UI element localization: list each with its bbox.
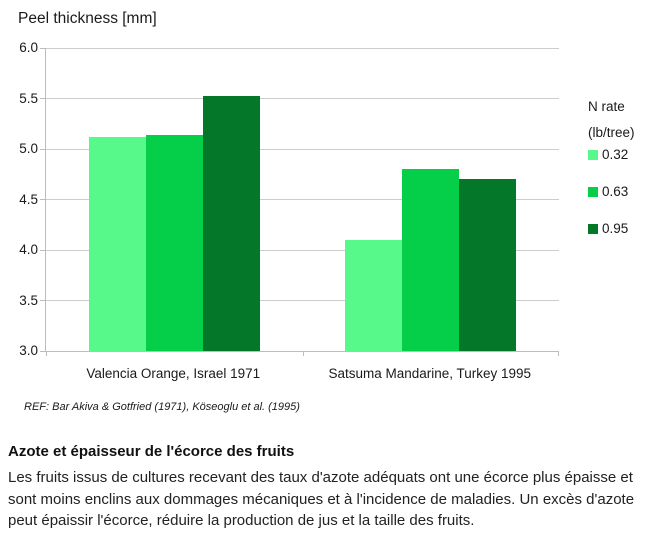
legend-item-label: 0.32 [602,147,629,162]
y-axis-tick [40,47,46,49]
bar-0.32-cat0 [88,136,146,351]
legend-item-label: 0.95 [602,221,629,236]
y-tick-label: 5.5 [19,90,38,106]
y-axis-tick [40,148,46,150]
y-tick-label: 4.0 [19,242,38,257]
legend-title-line2: (lb/tree) [588,125,635,140]
legend-swatch-icon [588,186,598,197]
y-tick-label: 4.5 [19,191,38,207]
x-category-label: Satsuma Mandarine, Turkey 1995 [328,366,532,381]
gridline [46,199,559,200]
gridline [46,300,559,301]
legend-swatch-icon [588,149,598,160]
gridline [46,249,559,251]
legend-item: 0.95 [588,221,628,236]
footer-heading: Azote et épaisseur de l'écorce des fruit… [8,443,295,460]
bar-0.95-cat1 [459,179,517,351]
footer-body: Les fruits issus de cultures recevant de… [8,469,635,529]
legend-item: 0.63 [588,184,628,199]
bar-0.32-cat1 [345,239,403,351]
gridline [46,47,559,49]
legend-title-line1: N rate [588,99,625,114]
chart-title: Peel thickness [mm] [18,10,157,27]
plot-area [40,47,559,356]
x-category-label: Valencia Orange, Israel 1971 [86,366,261,381]
y-tick-label: 6.0 [19,40,38,55]
gridline [46,98,559,99]
y-tick-label: 3.5 [19,292,38,308]
y-tick-label: 5.0 [19,141,38,156]
bar-0.63-cat1 [402,169,460,351]
y-axis-tick [40,199,46,200]
y-axis-tick [40,300,46,301]
gridline [46,148,559,150]
y-axis-tick [40,98,46,99]
bar-0.95-cat0 [202,96,260,351]
y-axis-tick [40,350,46,352]
y-axis-tick [40,249,46,251]
legend-item: 0.32 [588,147,628,162]
x-axis-tick [46,351,47,356]
x-axis-tick [558,351,559,356]
x-axis-tick [302,351,304,356]
legend-item-label: 0.63 [602,184,629,199]
legend-swatch-icon [588,223,598,234]
y-tick-label: 3.0 [19,343,38,358]
reference-note: REF: Bar Akiva & Gotfried (1971), Köseog… [24,401,300,413]
legend: N rate (lb/tree) 0.32 0.63 0.95 [588,94,660,236]
bar-0.63-cat0 [145,134,203,351]
